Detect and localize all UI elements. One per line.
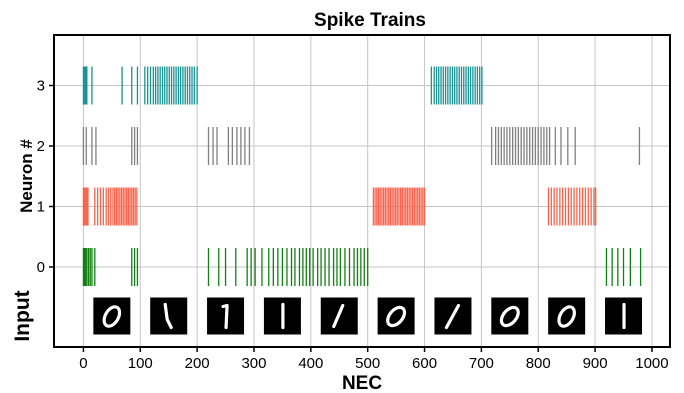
- y-tick-label: 3: [37, 78, 45, 95]
- digit-zero-stroke: [386, 305, 407, 328]
- digit-one-stroke: [444, 303, 461, 330]
- y-tick-label: 2: [37, 138, 45, 155]
- x-tick-label: 0: [79, 355, 87, 372]
- input-digit-image: [605, 297, 643, 335]
- x-tick-label: 1000: [635, 355, 668, 372]
- digit-background: [548, 297, 586, 335]
- input-row-label: Input: [11, 290, 34, 341]
- digit-one-stroke: [332, 303, 345, 329]
- spike-raster: [82, 66, 642, 286]
- digit-one-stroke: [163, 302, 173, 330]
- x-tick-label: 500: [355, 355, 380, 372]
- digit-background: [491, 297, 529, 335]
- input-image-strip: [93, 297, 643, 335]
- input-digit-image: [263, 297, 301, 335]
- digit-one-stroke: [221, 303, 229, 330]
- x-axis-label: NEC: [342, 373, 382, 393]
- chart-title: Spike Trains: [314, 10, 426, 31]
- axes-frame: [53, 34, 671, 348]
- x-tick-label: 700: [469, 355, 494, 372]
- x-tick-label: 800: [526, 355, 551, 372]
- y-tick-label: 1: [37, 199, 45, 216]
- digit-zero-stroke: [499, 305, 520, 328]
- digit-zero-stroke: [557, 305, 576, 328]
- x-axis-ticks: 0 100 200 300 400 500 600 700 800 900 1000: [79, 347, 669, 372]
- x-tick-label: 200: [185, 355, 210, 372]
- digit-background: [150, 297, 188, 335]
- x-tick-label: 900: [583, 355, 608, 372]
- input-digit-image: [93, 297, 131, 335]
- input-digit-image: [434, 297, 472, 335]
- input-digit-image: [377, 297, 415, 335]
- digit-background: [93, 297, 131, 335]
- input-digit-image: [150, 297, 188, 335]
- y-axis-label: Neuron #: [17, 139, 36, 213]
- x-tick-label: 300: [241, 355, 266, 372]
- input-digit-image: [491, 297, 529, 335]
- x-tick-label: 400: [298, 355, 323, 372]
- digit-zero-stroke: [102, 305, 122, 328]
- input-digit-image: [548, 297, 586, 335]
- x-tick-label: 600: [412, 355, 437, 372]
- grid-lines: [55, 36, 669, 346]
- y-axis-ticks: 0 1 2 3: [37, 78, 54, 276]
- x-tick-label: 100: [128, 355, 153, 372]
- input-digit-image: [320, 297, 358, 335]
- y-tick-label: 0: [37, 259, 45, 276]
- input-digit-image: [207, 297, 245, 335]
- digit-background: [377, 297, 415, 335]
